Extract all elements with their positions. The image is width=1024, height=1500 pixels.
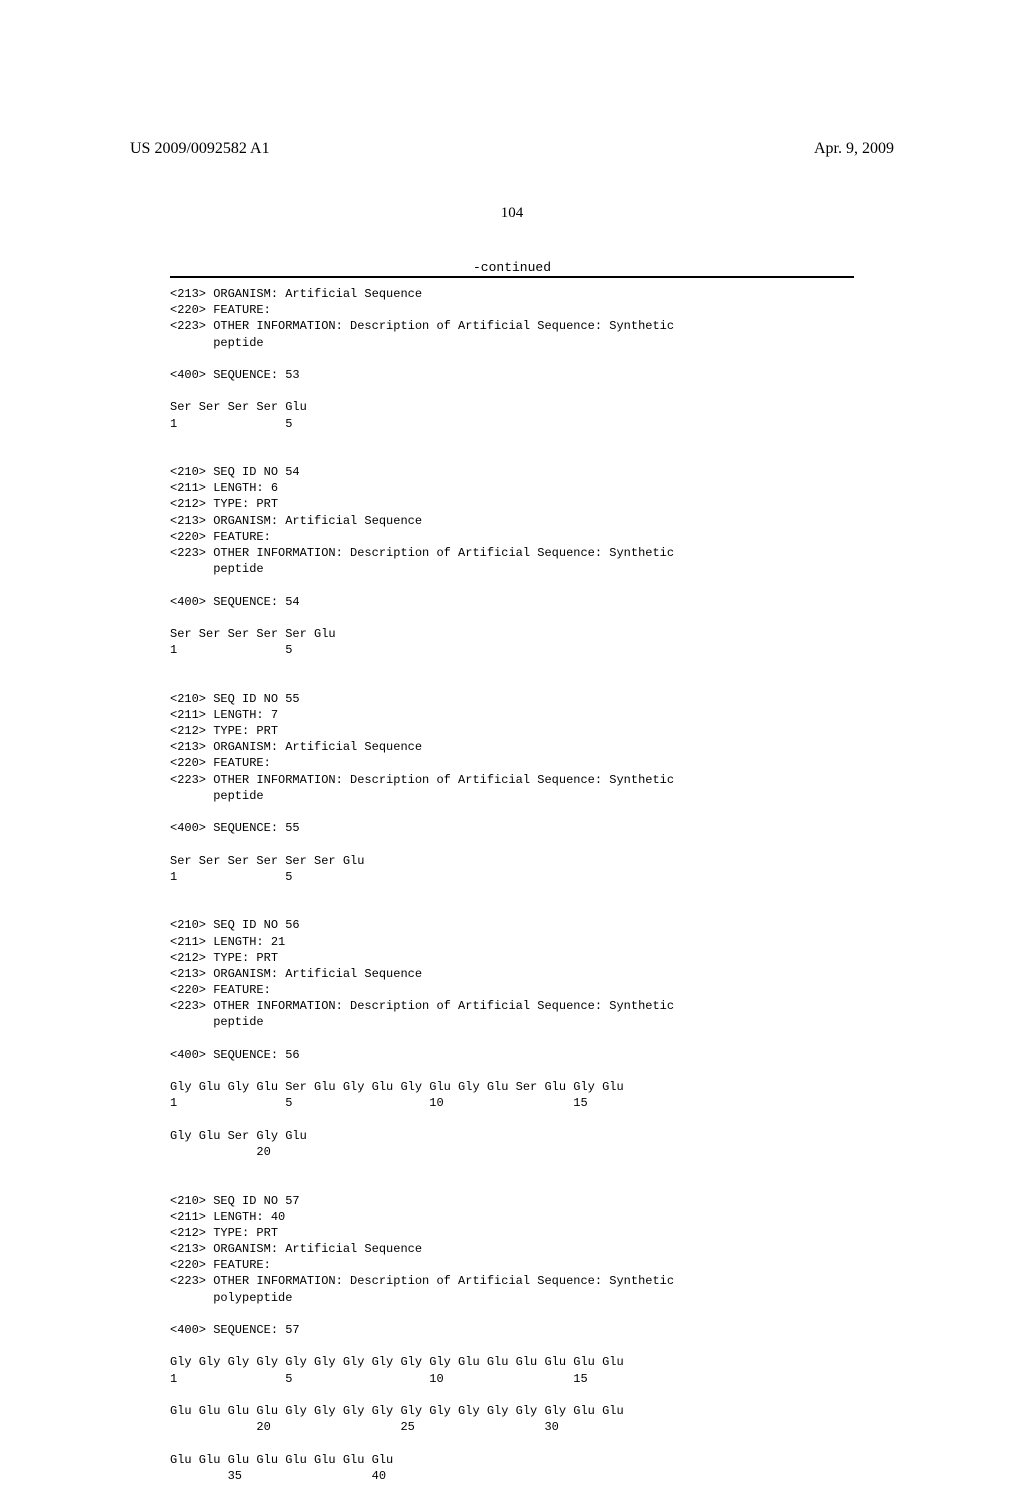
publication-date: Apr. 9, 2009 [814, 140, 894, 158]
horizontal-rule [170, 276, 854, 278]
page-number: 104 [0, 205, 1024, 222]
page-header: US 2009/0092582 A1 Apr. 9, 2009 [0, 140, 1024, 158]
continued-label: -continued [0, 260, 1024, 275]
sequence-listing: <213> ORGANISM: Artificial Sequence <220… [170, 286, 854, 1500]
publication-number: US 2009/0092582 A1 [130, 140, 270, 158]
